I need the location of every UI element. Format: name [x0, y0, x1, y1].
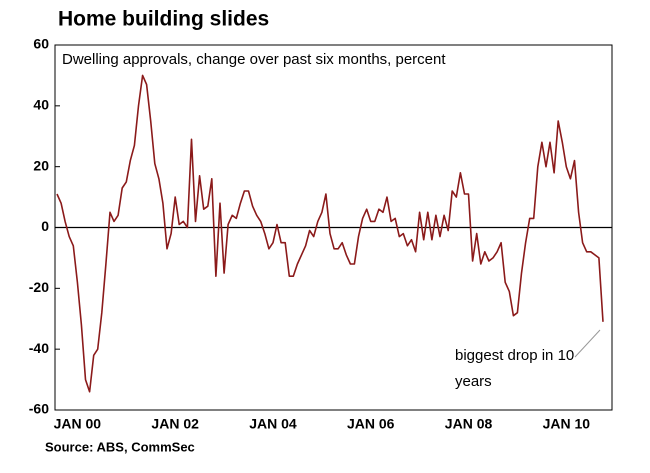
- y-tick-label: -60: [29, 401, 49, 417]
- annotation-pointer: [574, 329, 601, 358]
- x-tick-label: JAN 10: [543, 416, 591, 432]
- y-tick-label: 0: [41, 218, 49, 234]
- x-tick-label: JAN 08: [445, 416, 493, 432]
- annotation: biggest drop in 10 years: [455, 347, 575, 390]
- y-tick-label: -20: [29, 279, 49, 295]
- source: Source: ABS, CommSec: [45, 439, 195, 454]
- x-tick-label: JAN 02: [151, 416, 199, 432]
- x-tick-label: JAN 06: [347, 416, 395, 432]
- y-tick-label: 40: [33, 97, 49, 113]
- x-tick-label: JAN 00: [54, 416, 102, 432]
- x-tick-label: JAN 04: [249, 416, 297, 432]
- y-tick-label: -40: [29, 340, 49, 356]
- y-tick-label: 20: [33, 157, 49, 173]
- data-line: [56, 74, 604, 393]
- y-tick-label: 60: [33, 36, 49, 52]
- chart-title: Home building slides: [58, 8, 269, 31]
- chart-subtitle: Dwelling approvals, change over past six…: [62, 51, 446, 68]
